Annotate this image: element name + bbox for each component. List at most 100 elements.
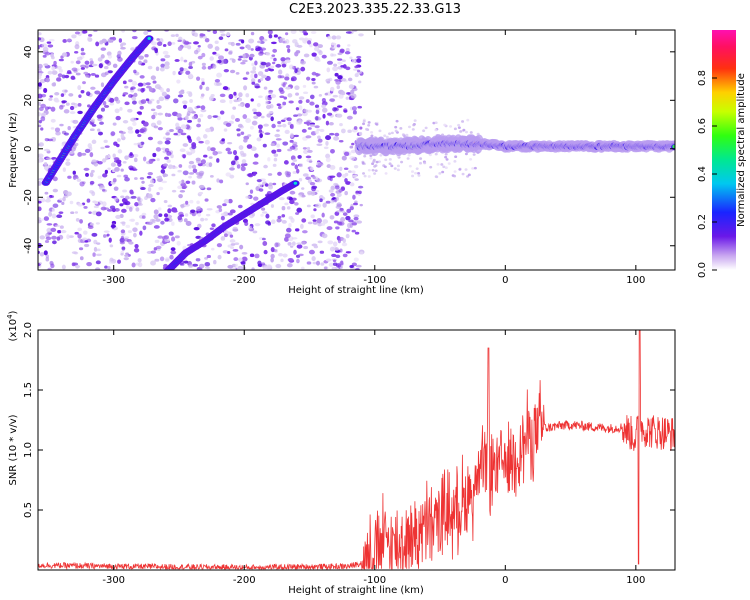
heatmap-cell [325, 120, 330, 126]
heatmap-cell [273, 34, 278, 38]
heatmap-cell [273, 57, 277, 62]
heatmap-cell [302, 147, 307, 150]
heatmap-cell [219, 93, 226, 98]
heatmap-cell [310, 214, 315, 219]
heatmap-cell [94, 90, 101, 95]
heatmap-cell [87, 36, 92, 42]
heatmap-cell [173, 98, 179, 104]
heatmap-cell [188, 175, 192, 179]
heatmap-cell [302, 84, 307, 88]
heatmap-cell [296, 242, 303, 245]
heatmap-cell [38, 263, 41, 267]
heatmap-cell [294, 228, 300, 232]
heatmap-cell [132, 121, 137, 127]
heatmap-cell [105, 155, 109, 161]
heatmap-cell [263, 164, 268, 169]
heatmap-cell [186, 135, 191, 140]
heatmap-cell [197, 45, 201, 48]
heatmap-cell [186, 110, 191, 116]
heatmap-cell [191, 142, 197, 148]
heatmap-cell [74, 31, 81, 35]
heatmap-cell [79, 256, 84, 261]
heatmap-cell [188, 61, 193, 67]
heatmap-cell [165, 258, 170, 262]
heatmap-cell [48, 97, 53, 101]
heatmap-cell [289, 190, 296, 195]
heatmap-cell [306, 146, 311, 151]
heatmap-cell [122, 201, 128, 205]
heatmap-cell [336, 44, 341, 48]
heatmap-cell [238, 55, 244, 59]
heatmap-cell [156, 38, 160, 41]
heatmap-cell [298, 105, 303, 111]
heatmap-cell [252, 161, 259, 165]
heatmap-cell [208, 96, 214, 101]
heatmap-cell [51, 70, 58, 75]
heatmap-cell [154, 239, 160, 243]
heatmap-cell [296, 244, 303, 249]
heatmap-cell [115, 115, 121, 121]
spectrogram-ytick-label: -20 [23, 189, 34, 205]
heatmap-cell [358, 33, 364, 37]
heatmap-cell [145, 82, 151, 86]
heatmap-cell [185, 200, 189, 205]
heatmap-cell [303, 149, 309, 155]
heatmap-cell [281, 123, 287, 128]
heatmap-cell [325, 153, 331, 159]
heatmap-cell [52, 176, 58, 182]
heatmap-cell [183, 59, 188, 63]
heatmap-cell [449, 125, 453, 128]
heatmap-cell [195, 206, 202, 212]
heatmap-cell [45, 232, 50, 238]
heatmap-cell [335, 80, 341, 85]
heatmap-cell [135, 207, 140, 212]
heatmap-cell [335, 254, 341, 259]
heatmap-cell [375, 160, 379, 164]
heatmap-cell [390, 164, 394, 168]
heatmap-cell [261, 207, 266, 211]
heatmap-cell [122, 80, 127, 85]
heatmap-cell [280, 258, 284, 263]
heatmap-cell [38, 32, 42, 36]
heatmap-cell [104, 265, 108, 269]
heatmap-cell [414, 171, 418, 175]
heatmap-cell [62, 196, 66, 202]
heatmap-cell [209, 227, 214, 230]
heatmap-cell [317, 240, 323, 244]
heatmap-cell [378, 129, 382, 133]
heatmap-cell [215, 53, 220, 57]
heatmap-cell [352, 110, 357, 115]
heatmap-cell [146, 221, 153, 226]
heatmap-cell [286, 263, 293, 268]
heatmap-cell [204, 198, 209, 202]
heatmap-cell [262, 38, 268, 42]
heatmap-cell [73, 103, 78, 109]
heatmap-cell [461, 120, 465, 123]
heatmap-cell [88, 33, 93, 37]
svg-text:(x104): (x104) [6, 310, 19, 341]
heatmap-cell [80, 52, 86, 56]
heatmap-cell [77, 110, 83, 115]
heatmap-cell [306, 121, 311, 126]
heatmap-cell [329, 175, 336, 178]
heatmap-cell [325, 258, 332, 262]
heatmap-cell [292, 141, 298, 145]
heatmap-cell [462, 128, 466, 132]
heatmap-cell [40, 116, 46, 122]
heatmap-cell [367, 124, 371, 127]
heatmap-cell [263, 123, 269, 127]
heatmap-cell [289, 146, 296, 150]
heatmap-cell [383, 165, 387, 169]
heatmap-cell [383, 134, 387, 138]
heatmap-cell [193, 49, 199, 55]
spectrogram-frame [37, 29, 676, 271]
heatmap-cell [298, 194, 303, 198]
heatmap-cell [192, 168, 198, 173]
heatmap-cell [61, 264, 66, 270]
heatmap-cell [250, 48, 254, 51]
heatmap-cell [179, 148, 186, 153]
heatmap-cell [301, 241, 306, 245]
heatmap-cell [121, 246, 126, 251]
heatmap-cell [334, 72, 339, 77]
heatmap-cell [308, 160, 313, 163]
